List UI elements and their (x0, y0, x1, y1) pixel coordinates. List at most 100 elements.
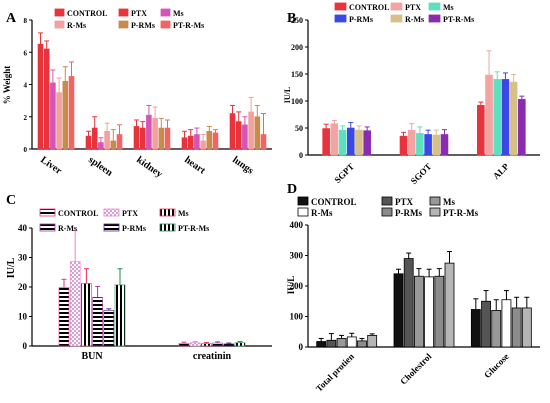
legend-label: P-RMs (349, 15, 373, 24)
bar (110, 140, 117, 150)
y-axis-label: IU/L (283, 87, 292, 103)
legend-swatch (160, 20, 171, 29)
bar (58, 287, 70, 347)
legend-swatch (159, 208, 176, 217)
x-tick-label: ALP (491, 161, 511, 181)
legend-swatch (334, 2, 347, 11)
legend-swatch (103, 223, 120, 232)
y-tick-label: 300 (290, 251, 304, 261)
bar (424, 134, 432, 156)
legend-label: PT-R-Ms (173, 21, 204, 30)
bar (407, 129, 416, 156)
x-tick-label: Liver (38, 154, 64, 177)
panel-d-chart: 0 100 200 300 400 IU/L Total protien Cholestrol… (286, 196, 540, 394)
y-tick-label: 200 (291, 43, 303, 52)
bar (56, 92, 62, 150)
legend-swatch (428, 14, 441, 23)
bar (477, 105, 485, 156)
legend-swatch (381, 207, 393, 217)
panel-a-chart: 0 2 4 6 8 % Weight Liver spleen kidney heart lungs… (2, 8, 272, 180)
y-tick-label: 0 (24, 146, 28, 154)
bar (139, 127, 146, 150)
y-tick-label: 6 (24, 49, 28, 57)
x-tick-label: SGOT (409, 161, 434, 186)
bar (363, 130, 371, 156)
legend-swatch (103, 208, 120, 217)
y-tick-label: 0 (299, 151, 303, 160)
legend-label: Ms (178, 209, 189, 218)
bar (212, 342, 223, 347)
bar (316, 341, 327, 348)
legend-swatch (381, 196, 393, 206)
legend-label: CONTROL (58, 209, 98, 218)
legend-swatch (429, 196, 441, 206)
legend-label: Ms (443, 197, 455, 207)
bar (194, 134, 200, 150)
legend-swatch (118, 8, 129, 17)
bar (511, 307, 522, 348)
bar (521, 307, 532, 348)
legend-swatch (390, 2, 403, 11)
legend-label: P-RMs (395, 208, 422, 218)
bar (133, 126, 140, 150)
y-tick-label: 10 (18, 312, 28, 322)
legend-label: PT-R-Ms (443, 15, 474, 24)
bar (114, 284, 126, 347)
legend-label: PT-R-Ms (178, 224, 209, 233)
bar (413, 275, 424, 348)
bar (248, 111, 254, 150)
bar (146, 114, 152, 150)
bar (493, 79, 502, 156)
bar (485, 74, 493, 156)
bar (116, 134, 123, 150)
y-tick-label: 4 (24, 82, 28, 90)
y-axis-label: % Weight (2, 66, 12, 105)
bar (68, 76, 75, 150)
bar (330, 123, 339, 156)
panel-b-chart: 0 50 100 150 200 250 IU/L SGPT SGOT ALP CONTROL PTX… (283, 2, 540, 186)
legend-swatch (334, 14, 347, 23)
legend-label: PTX (131, 9, 147, 18)
bar (346, 336, 357, 348)
panel-label-b: B (287, 11, 296, 26)
bar (50, 82, 56, 150)
bar (189, 342, 201, 347)
legend-swatch (159, 223, 176, 232)
y-tick-label: 40 (18, 223, 28, 233)
bar (326, 339, 337, 348)
bar (393, 273, 404, 348)
bar (37, 43, 44, 150)
x-tick-label: spleen (86, 154, 115, 179)
legend-swatch (390, 14, 403, 23)
bar (200, 140, 206, 150)
bar (357, 340, 367, 348)
bar (444, 262, 455, 348)
bar (187, 135, 194, 150)
legend-label: CONTROL (349, 3, 389, 12)
bar (103, 310, 115, 347)
bar (336, 338, 347, 348)
y-tick-label: 2 (24, 114, 28, 122)
bar (322, 128, 330, 156)
bar (178, 343, 190, 347)
bar (104, 130, 110, 150)
bar (260, 134, 267, 150)
bar (164, 127, 171, 150)
legend-swatch (297, 207, 309, 217)
legend-label: Ms (173, 9, 184, 18)
bar (242, 124, 248, 150)
bar (432, 134, 441, 156)
legend-label: R-Ms (67, 21, 86, 30)
panel-label-d: D (287, 182, 297, 197)
panel-label-a: A (6, 11, 17, 26)
bar (43, 48, 50, 150)
bar (481, 300, 491, 348)
bar (69, 261, 81, 347)
y-tick-label: 100 (291, 97, 303, 106)
legend-label: PTX (405, 3, 421, 12)
legend-label: PT-R-Ms (443, 208, 479, 218)
x-tick-label: Total protien (314, 351, 356, 393)
y-axis-label: IU/L (286, 276, 296, 295)
bar (223, 343, 235, 347)
